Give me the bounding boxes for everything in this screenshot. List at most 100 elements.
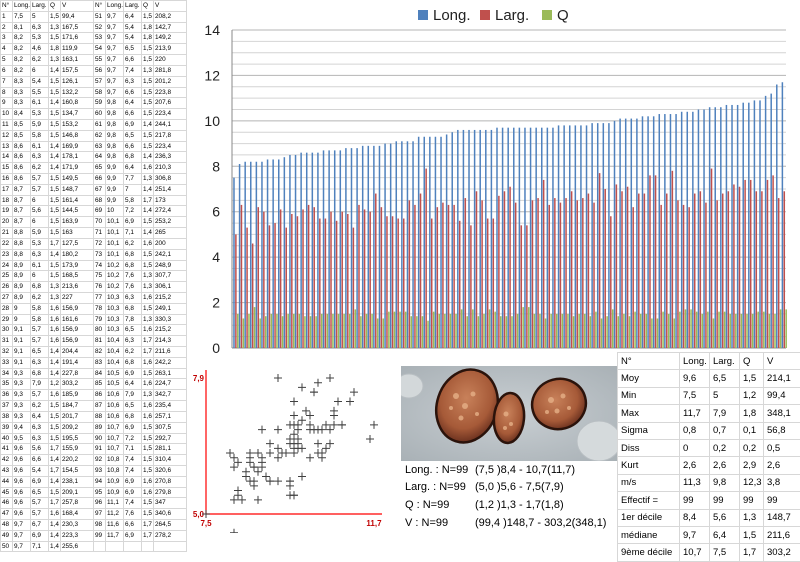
table-cell: 185,9: [61, 390, 94, 401]
table-cell: 5,4: [124, 22, 142, 33]
table-cell: 32: [1, 347, 13, 358]
table-cell: 11,6: [106, 520, 124, 531]
table-cell: 42: [1, 455, 13, 466]
summary-cell: 99,4: [764, 387, 800, 404]
table-cell: 235,4: [154, 401, 187, 412]
bar-larg: [588, 194, 590, 348]
table-cell: 6,3: [124, 292, 142, 303]
table-cell: 7,6: [124, 282, 142, 293]
table-cell: 25: [1, 271, 13, 282]
table-cell: 71: [94, 228, 106, 239]
bar-larg: [291, 214, 293, 348]
table-cell: 156,9: [61, 325, 94, 336]
table-cell: 10,8: [106, 465, 124, 476]
bar-q: [701, 314, 703, 348]
bar-larg: [263, 212, 265, 348]
bar-long: [608, 123, 610, 348]
bar-larg: [258, 207, 260, 348]
scatter-point: [350, 388, 358, 396]
table-cell: 132,2: [61, 87, 94, 98]
scatter-point: [290, 397, 298, 405]
table-cell: 9,6: [13, 465, 31, 476]
summary-cell: 99: [764, 492, 800, 509]
table-cell: 94: [94, 476, 106, 487]
summary-cell: 1,2: [740, 387, 764, 404]
table-cell: 10,3: [106, 314, 124, 325]
scatter-point: [334, 397, 342, 405]
bar-long: [362, 146, 364, 348]
table-cell: 38: [1, 411, 13, 422]
table-cell: 8,8: [13, 249, 31, 260]
table-cell: 1,6: [49, 509, 61, 520]
table-cell: 80: [94, 325, 106, 336]
scatter-point: [330, 421, 338, 429]
table-cell: 134,7: [61, 109, 94, 120]
bar-larg: [532, 200, 534, 348]
bar-q: [567, 314, 569, 348]
scatter-point: [286, 477, 294, 485]
summary-cell: 11,3: [680, 474, 710, 491]
table-cell: 6,6: [124, 55, 142, 66]
table-cell: 6,9: [31, 530, 49, 541]
table-cell: 191,4: [61, 357, 94, 368]
bar-q: [696, 312, 698, 348]
summary-cell: 211,6: [764, 526, 800, 543]
table-cell: 1,4: [49, 249, 61, 260]
table-cell: 1,5: [142, 217, 154, 228]
bar-long: [328, 150, 330, 348]
table-cell: 161,4: [61, 195, 94, 206]
table-cell: 33: [1, 357, 13, 368]
table-cell: 255,6: [61, 541, 94, 552]
bar-long: [597, 123, 599, 348]
table-header-cell: Larg.: [31, 1, 49, 12]
table-cell: 306,8: [154, 174, 187, 185]
table-cell: 64: [94, 152, 106, 163]
table-cell: 10,6: [106, 401, 124, 412]
bar-long: [284, 157, 286, 348]
bar-long: [474, 130, 476, 348]
table-cell: 9,1: [13, 336, 31, 347]
bar-long: [244, 162, 246, 348]
bar-long: [468, 130, 470, 348]
table-cell: 1,3: [142, 282, 154, 293]
table-cell: 6,8: [124, 249, 142, 260]
scatter-point: [294, 426, 302, 434]
bar-q: [595, 312, 597, 348]
bar-larg: [616, 184, 618, 348]
table-cell: 6,9: [124, 217, 142, 228]
table-cell: 1,4: [49, 163, 61, 174]
table-cell: 6,7: [31, 520, 49, 531]
table-cell: 278,2: [154, 530, 187, 541]
table-cell: 209,2: [61, 422, 94, 433]
table-cell: 9,9: [106, 163, 124, 174]
bar-larg: [582, 198, 584, 348]
bar-larg: [252, 244, 254, 348]
table-cell: 209,1: [61, 487, 94, 498]
bar-long: [681, 112, 683, 348]
bar-long: [603, 123, 605, 348]
table-cell: 1,5: [142, 44, 154, 55]
bar-q: [343, 314, 345, 348]
bar-larg: [700, 191, 702, 348]
table-cell: 73: [94, 249, 106, 260]
table-cell: 5,4: [31, 76, 49, 87]
table-cell: 1,4: [49, 98, 61, 109]
table-cell: 4: [1, 44, 13, 55]
bar-larg: [358, 205, 360, 348]
table-cell: 7,7: [124, 174, 142, 185]
table-cell: 1,5: [142, 433, 154, 444]
legend-label: Q: [557, 7, 569, 24]
y-tick-label: 10: [204, 113, 220, 129]
scatter-point: [274, 374, 282, 382]
table-cell: 5,4: [31, 465, 49, 476]
table-cell: 220,2: [61, 455, 94, 466]
table-cell: 142,7: [154, 22, 187, 33]
bar-q: [562, 314, 564, 348]
